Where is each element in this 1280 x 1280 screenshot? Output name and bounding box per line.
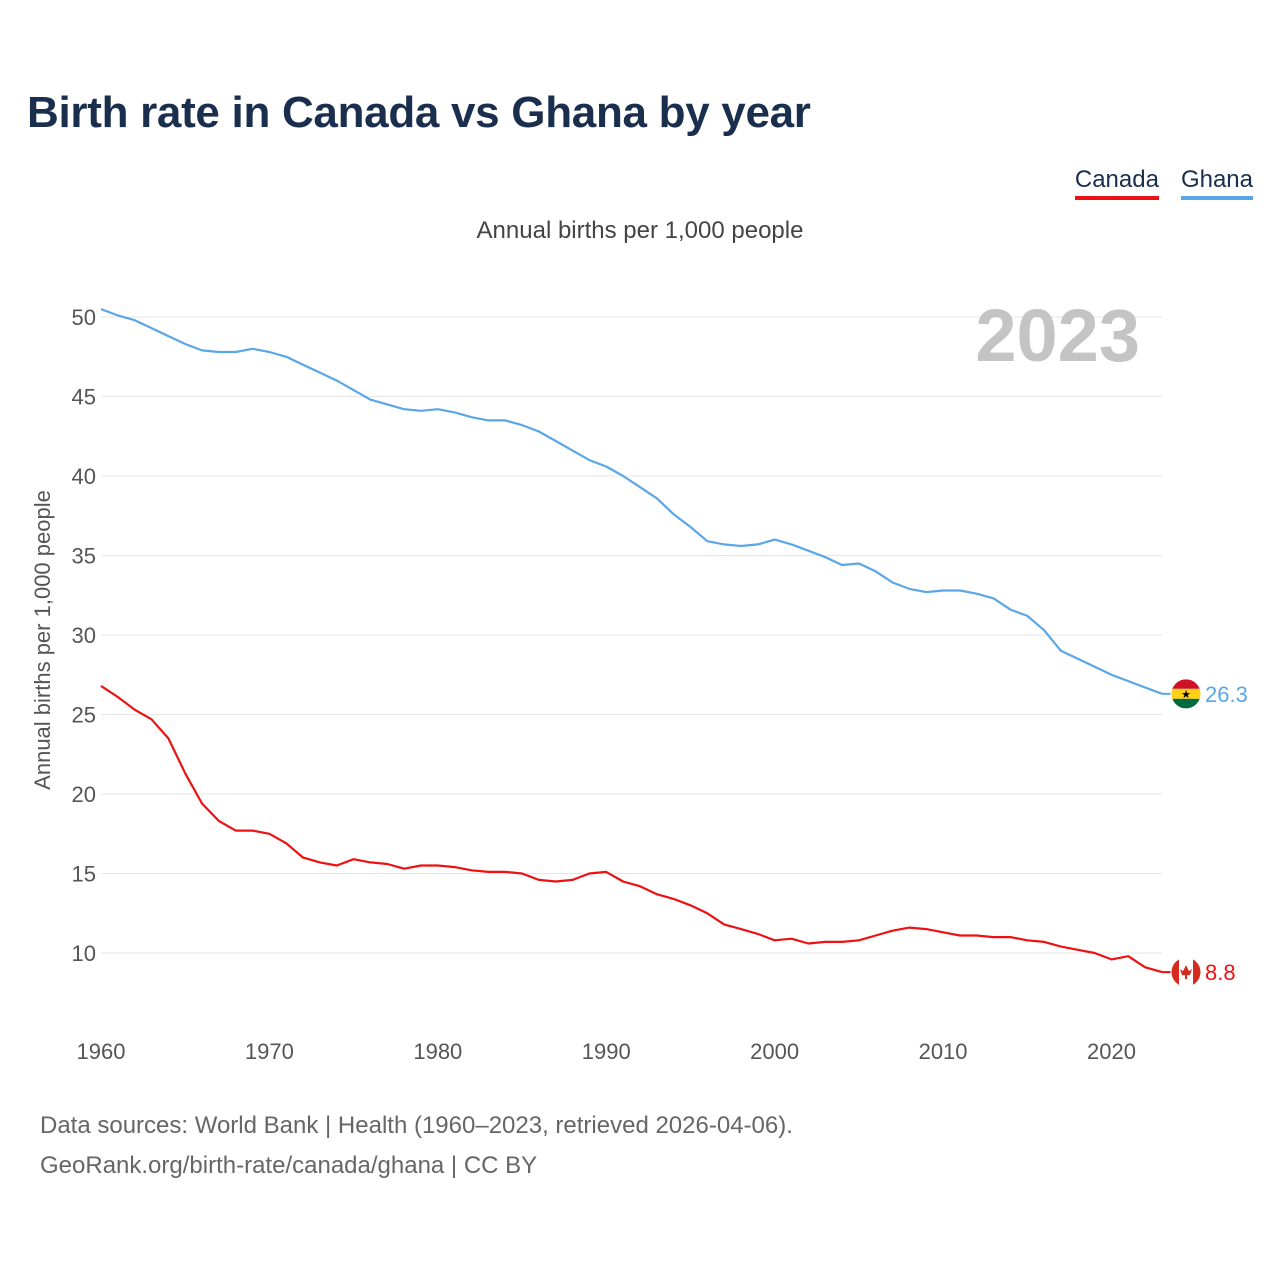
source-url[interactable]: GeoRank.org/birth-rate/canada/ghana | CC… bbox=[40, 1152, 538, 1179]
y-tick-label: 45 bbox=[72, 385, 96, 410]
y-tick-label: 35 bbox=[72, 544, 96, 569]
chart-title: Birth rate in Canada vs Ghana by year bbox=[27, 88, 811, 137]
legend-item-ghana[interactable]: Ghana bbox=[1180, 166, 1253, 200]
canada-flag-icon bbox=[1170, 956, 1202, 988]
y-tick-label: 30 bbox=[72, 623, 96, 648]
legend-item-canada[interactable]: Canada bbox=[1074, 166, 1159, 200]
y-tick-label: 25 bbox=[72, 703, 96, 728]
x-tick-label: 1970 bbox=[245, 1039, 294, 1064]
chart-subtitle: Annual births per 1,000 people bbox=[476, 217, 804, 244]
y-tick-label: 40 bbox=[72, 464, 96, 489]
y-tick-label: 50 bbox=[72, 305, 96, 330]
end-value-label-ghana: 26.3 bbox=[1205, 682, 1248, 707]
x-tick-label: 1960 bbox=[77, 1039, 126, 1064]
line-chart: 10 15 20 25 30 35 40 45 50 1960 1970 1980 1990 2000 20… bbox=[30, 294, 1248, 1064]
end-value-label-canada: 8.8 bbox=[1205, 960, 1236, 985]
legend: Canada Ghana bbox=[1074, 166, 1253, 200]
source-footer: Data sources: World Bank | Health (1960–… bbox=[40, 1106, 793, 1186]
year-watermark: 2023 bbox=[975, 294, 1140, 377]
y-axis-label: Annual births per 1,000 people bbox=[30, 490, 55, 790]
x-tick-label: 2020 bbox=[1087, 1039, 1136, 1064]
svg-text:★: ★ bbox=[1181, 688, 1191, 701]
x-tick-label: 2010 bbox=[919, 1039, 968, 1064]
y-tick-label: 10 bbox=[72, 941, 96, 966]
x-tick-label: 2000 bbox=[750, 1039, 799, 1064]
y-tick-label: 15 bbox=[72, 862, 96, 887]
y-tick-label: 20 bbox=[72, 782, 96, 807]
x-tick-label: 1980 bbox=[413, 1039, 462, 1064]
series-line-canada bbox=[100, 684, 1163, 974]
series-line-ghana bbox=[100, 308, 1163, 695]
ghana-flag-icon: ★ bbox=[1170, 678, 1202, 710]
x-tick-label: 1990 bbox=[582, 1039, 631, 1064]
source-line: Data sources: World Bank | Health (1960–… bbox=[40, 1112, 793, 1139]
